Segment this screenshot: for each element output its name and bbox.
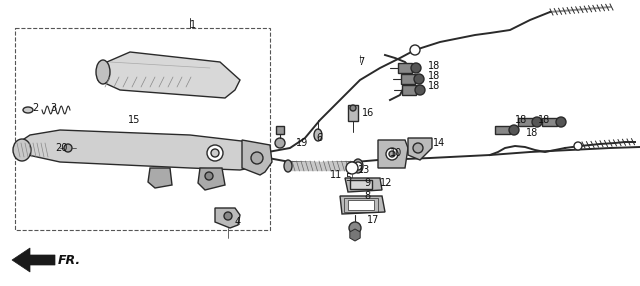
Circle shape <box>207 145 223 161</box>
Ellipse shape <box>314 129 322 141</box>
Ellipse shape <box>284 160 292 172</box>
Circle shape <box>574 142 582 150</box>
Text: 18: 18 <box>428 71 440 81</box>
Polygon shape <box>15 130 268 170</box>
Text: 8: 8 <box>364 191 370 201</box>
Text: 11: 11 <box>330 170 342 180</box>
Polygon shape <box>402 85 416 95</box>
Polygon shape <box>242 140 272 175</box>
Circle shape <box>414 74 424 84</box>
Circle shape <box>415 85 425 95</box>
Text: 15: 15 <box>128 115 140 125</box>
Bar <box>348 105 358 121</box>
Circle shape <box>224 212 232 220</box>
Text: 18: 18 <box>526 128 538 138</box>
Polygon shape <box>542 118 557 126</box>
Polygon shape <box>198 168 225 190</box>
Polygon shape <box>398 63 412 73</box>
Circle shape <box>509 125 519 135</box>
Bar <box>276 126 284 134</box>
Circle shape <box>354 162 362 170</box>
Text: 1: 1 <box>190 20 196 30</box>
Text: 9: 9 <box>364 178 370 188</box>
Ellipse shape <box>96 60 110 84</box>
Bar <box>344 198 378 212</box>
Text: 7: 7 <box>358 57 364 67</box>
Text: 4: 4 <box>235 217 241 227</box>
Polygon shape <box>98 52 240 98</box>
Text: 6: 6 <box>316 133 322 143</box>
Polygon shape <box>340 196 385 214</box>
Circle shape <box>275 138 285 148</box>
Circle shape <box>386 148 398 160</box>
Circle shape <box>410 45 420 55</box>
Circle shape <box>413 143 423 153</box>
Text: 20: 20 <box>55 143 67 153</box>
Text: 18: 18 <box>428 81 440 91</box>
Text: 18: 18 <box>428 61 440 71</box>
Polygon shape <box>401 74 415 84</box>
Polygon shape <box>378 140 408 168</box>
Polygon shape <box>12 248 55 272</box>
Polygon shape <box>345 178 382 192</box>
Ellipse shape <box>23 107 33 113</box>
Circle shape <box>349 222 361 234</box>
Text: 19: 19 <box>296 138 308 148</box>
Polygon shape <box>215 208 240 228</box>
Ellipse shape <box>13 139 31 161</box>
Circle shape <box>556 117 566 127</box>
Polygon shape <box>495 126 510 134</box>
Bar <box>348 200 374 210</box>
Polygon shape <box>148 168 172 188</box>
Circle shape <box>64 144 72 152</box>
Text: 18: 18 <box>538 115 550 125</box>
Polygon shape <box>408 138 432 160</box>
Circle shape <box>532 117 542 127</box>
Text: 5: 5 <box>345 173 351 183</box>
Circle shape <box>205 172 213 180</box>
Text: 18: 18 <box>515 115 527 125</box>
Circle shape <box>389 151 395 157</box>
Ellipse shape <box>353 159 363 173</box>
Text: 13: 13 <box>358 165 371 175</box>
Circle shape <box>251 152 263 164</box>
Bar <box>15 28 270 230</box>
Polygon shape <box>518 118 533 126</box>
Circle shape <box>211 149 219 157</box>
Text: 2: 2 <box>32 103 38 113</box>
Circle shape <box>350 105 356 111</box>
Text: 17: 17 <box>367 215 380 225</box>
Text: 3: 3 <box>50 103 56 113</box>
Circle shape <box>346 162 358 174</box>
Text: 16: 16 <box>362 108 374 118</box>
Text: 10: 10 <box>390 148 403 158</box>
Bar <box>350 180 372 189</box>
Circle shape <box>411 63 421 73</box>
Text: 14: 14 <box>433 138 445 148</box>
Text: FR.: FR. <box>58 253 81 267</box>
Text: 12: 12 <box>380 178 392 188</box>
